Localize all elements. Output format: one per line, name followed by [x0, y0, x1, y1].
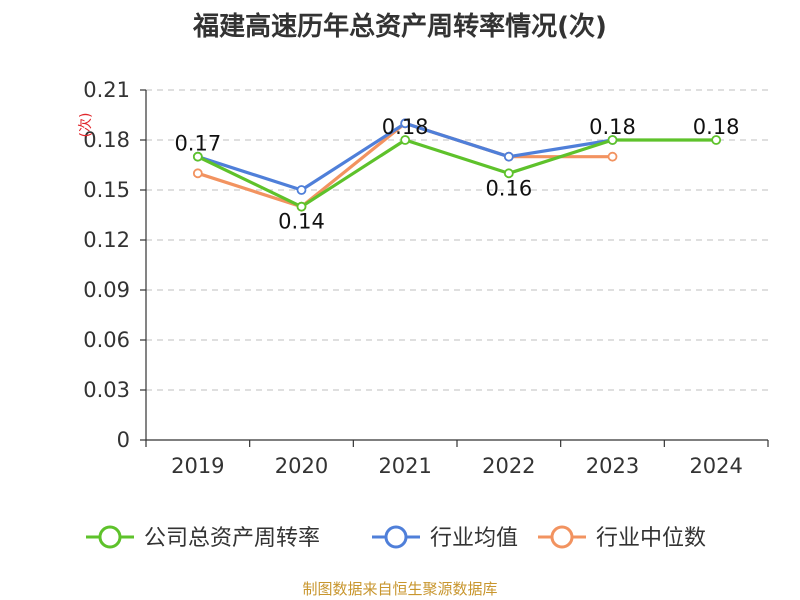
legend-item[interactable]: 公司总资产周转率	[86, 525, 320, 551]
x-tick-label: 2022	[482, 454, 535, 478]
data-label: 0.17	[174, 132, 221, 156]
gridlines	[146, 89, 768, 391]
axes	[140, 89, 769, 447]
x-tick-label: 2021	[378, 454, 431, 478]
data-label: 0.16	[485, 176, 532, 200]
series-point	[503, 168, 514, 179]
legend-label: 公司总资产周转率	[144, 526, 320, 551]
series-lines	[197, 121, 717, 209]
y-tick-label: 0.12	[83, 228, 130, 252]
series-point	[607, 151, 618, 162]
legend-marker	[384, 525, 408, 549]
x-tick-label: 2019	[171, 454, 224, 478]
series-point	[296, 185, 307, 195]
x-tick-label: 2020	[275, 454, 328, 478]
legend-label: 行业中位数	[596, 526, 706, 551]
series-point	[503, 151, 514, 162]
series-line	[197, 138, 717, 209]
data-labels: 0.17 0.14 0.18 0.16 0.18 0.18	[174, 115, 739, 234]
y-tick-labels: 0 0.03 0.06 0.09 0.12 0.15 0.18 0.21	[83, 78, 130, 452]
series-point	[296, 201, 307, 212]
series-points	[192, 118, 722, 212]
y-tick-label: 0.15	[83, 178, 130, 202]
data-label: 0.18	[382, 115, 429, 139]
legend-marker	[98, 525, 122, 549]
y-tick-label: 0.06	[83, 328, 130, 352]
data-label: 0.18	[589, 115, 636, 139]
series-point	[192, 151, 203, 162]
x-tick-labels: 2019 2020 2021 2022 2023 2024	[171, 454, 743, 478]
chart-title: 福建高速历年总资产周转率情况(次)	[193, 12, 607, 42]
y-tick-label: 0.03	[83, 378, 130, 402]
y-tick-label: 0.21	[83, 78, 130, 102]
y-tick-label: 0.09	[83, 278, 130, 302]
legend: 公司总资产周转率 行业均值 行业中位数	[86, 525, 706, 551]
legend-label: 行业均值	[430, 526, 518, 551]
legend-marker	[550, 525, 574, 549]
y-tick-label: 0.18	[83, 128, 130, 152]
data-source-note: 制图数据来自恒生聚源数据库	[302, 580, 498, 598]
x-tick-label: 2023	[586, 454, 639, 478]
legend-item[interactable]: 行业中位数	[538, 525, 706, 551]
data-label: 0.14	[278, 210, 325, 234]
series-point	[607, 135, 618, 145]
x-tick-label: 2024	[689, 454, 742, 478]
series-point	[400, 135, 411, 145]
legend-item[interactable]: 行业均值	[372, 525, 518, 551]
y-tick-label: 0	[117, 428, 130, 452]
series-point	[192, 168, 203, 179]
series-point	[711, 135, 722, 145]
series-point	[400, 118, 411, 129]
y-axis-label: (次)	[78, 113, 94, 138]
data-label: 0.18	[693, 115, 740, 139]
